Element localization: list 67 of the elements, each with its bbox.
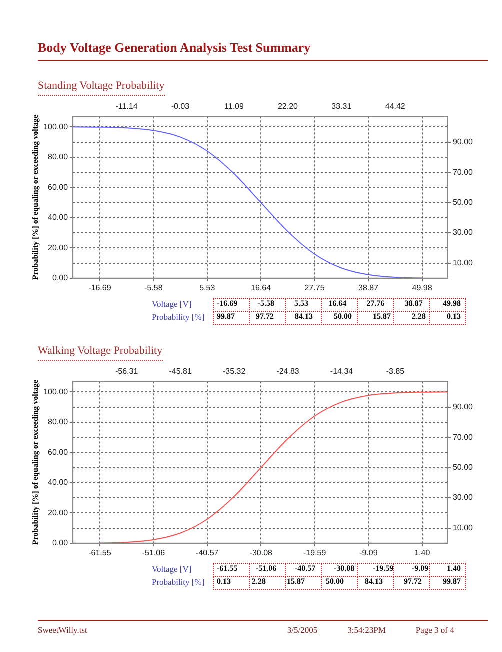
x2-tick-label: 22.20 — [278, 102, 299, 112]
y-tick-label: 80.00 — [48, 152, 69, 162]
x-tick-label: 5.53 — [200, 283, 216, 292]
y2-tick-label: 30.00 — [452, 493, 474, 502]
y-tick-label: 20.00 — [48, 508, 69, 518]
x-tick-label: 49.98 — [412, 283, 433, 292]
y2-tick-label: 90.00 — [452, 138, 474, 147]
y-axis-title: Probability [%] of equaling or exceeding voltage — [30, 380, 40, 546]
y-tick-label: 40.00 — [48, 213, 69, 222]
x-tick-label: -61.55 — [88, 548, 112, 558]
y2-tick-label: 90.00 — [452, 402, 474, 412]
text: 3/5/2005 — [287, 625, 318, 635]
x2-tick-label: 33.31 — [332, 102, 352, 112]
text: -61.55 -51.06 -40.57 -30.08 -19.59 -9.09 1.40 — [217, 564, 461, 573]
x2-tick-label: -45.81 — [169, 367, 192, 376]
x2-tick-label: 11.09 — [224, 102, 245, 112]
y-tick-label: 0.00 — [52, 538, 69, 548]
x-tick-label: 16.64 — [251, 283, 272, 292]
x2-tick-label: -24.83 — [276, 367, 300, 376]
text: 3:54:23PM — [348, 625, 386, 635]
y-tick-label: 60.00 — [48, 448, 69, 457]
x-tick-label: -5.58 — [144, 283, 164, 292]
x2-tick-label: -0.03 — [171, 102, 190, 112]
text: SweetWilly.tst — [38, 625, 88, 635]
text: 99.87 97.72 84.13 50.00 15.87 2.28 0.13 — [217, 312, 461, 321]
y2-tick-label: 50.00 — [452, 462, 474, 472]
y-axis-title: Probability [%] of equaling or exceeding voltage — [30, 114, 40, 280]
y2-tick-label: 50.00 — [452, 198, 474, 207]
text: Probability [%] — [152, 577, 205, 587]
x-tick-label: -19.59 — [304, 548, 327, 558]
y-tick-label: 100.00 — [44, 387, 69, 396]
y2-tick-label: 10.00 — [452, 258, 474, 268]
x-tick-label: 27.75 — [304, 283, 326, 292]
x-tick-label: -16.69 — [88, 283, 112, 292]
x2-tick-label: -3.85 — [386, 367, 406, 376]
y-tick-label: 20.00 — [48, 243, 69, 252]
text: Probability [%] — [152, 312, 205, 322]
x2-tick-label: -14.34 — [330, 367, 354, 376]
y-tick-label: 80.00 — [48, 418, 69, 427]
x2-tick-label: 44.42 — [385, 102, 406, 112]
text: -16.69 -5.58 5.53 16.64 27.76 38.87 49.98 — [217, 299, 461, 308]
x2-tick-label: -35.32 — [222, 367, 246, 376]
text: Voltage [V] — [152, 564, 192, 574]
x-tick-label: 38.87 — [358, 283, 380, 292]
x-tick-label: -51.06 — [142, 548, 166, 558]
chart-title: Walking Voltage Probability — [38, 345, 163, 361]
text: Body Voltage Generation Analysis Test Summary — [38, 40, 488, 61]
y-tick-label: 40.00 — [48, 478, 69, 488]
y2-tick-label: 10.00 — [452, 523, 474, 532]
x2-tick-label: -56.31 — [115, 367, 139, 376]
x-tick-label: -9.09 — [360, 548, 378, 558]
x-tick-label: -40.57 — [196, 548, 220, 558]
x2-tick-label: -11.14 — [116, 102, 138, 112]
y2-tick-label: 70.00 — [452, 432, 474, 442]
y-tick-label: 100.00 — [44, 122, 69, 132]
line-series — [99, 392, 448, 544]
x-tick-label: -30.08 — [250, 548, 274, 558]
y2-tick-label: 70.00 — [452, 168, 474, 177]
text: Page 3 of 4 — [416, 625, 454, 635]
y-tick-label: 60.00 — [48, 182, 69, 192]
y-tick-label: 0.00 — [52, 274, 69, 283]
text: Voltage [V] — [152, 299, 192, 309]
y2-tick-label: 30.00 — [452, 228, 474, 238]
chart-title: Standing Voltage Probability — [38, 80, 165, 96]
text: 0.13 2.28 15.87 50.00 84.13 97.72 99.87 — [217, 577, 461, 586]
line-series — [73, 126, 423, 278]
x-tick-label: 1.40 — [414, 548, 431, 558]
